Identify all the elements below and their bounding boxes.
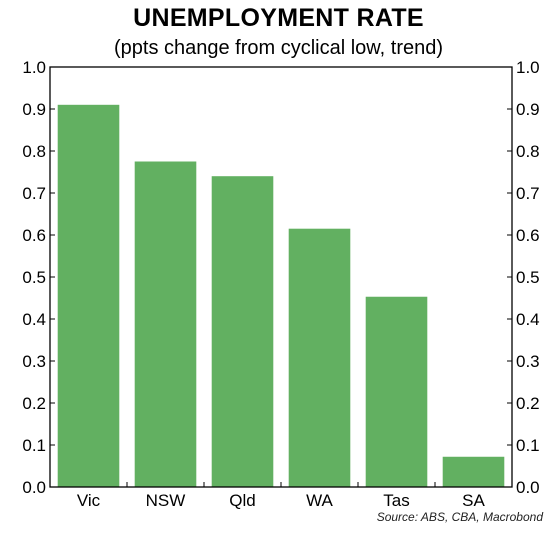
y-tick-label-right: 1.0: [516, 58, 540, 77]
y-tick-label-left: 0.2: [22, 394, 46, 413]
y-tick-label-left: 0.9: [22, 100, 46, 119]
source-note: Source: ABS, CBA, Macrobond: [376, 510, 543, 524]
y-tick-label-left: 0.0: [22, 478, 46, 497]
bar-nsw: [134, 161, 197, 487]
y-tick-label-right: 0.3: [516, 352, 540, 371]
y-tick-label-right: 0.5: [516, 268, 540, 287]
y-tick-label-left: 0.4: [22, 310, 46, 329]
chart-subtitle: (ppts change from cyclical low, trend): [113, 37, 444, 59]
bars-layer: [57, 104, 505, 488]
y-tick-label-left: 0.6: [22, 226, 46, 245]
x-tick-label: NSW: [146, 491, 186, 510]
y-tick-label-right: 0.1: [516, 436, 540, 455]
bar-sa: [442, 456, 505, 487]
plot-frame: [49, 66, 513, 488]
ticks-layer: Vic NSW Qld WA Tas SA 0.0 0.0 0.1 0.1 0.2 0.2 0.3 0.3…: [22, 58, 539, 510]
y-tick-label-right: 0.4: [516, 310, 540, 329]
y-tick-label-right: 0.8: [516, 142, 540, 161]
bar-tas: [365, 296, 428, 487]
y-tick-label-left: 0.7: [22, 184, 46, 203]
chart-title: UNEMPLOYMENT RATE: [133, 4, 424, 32]
x-tick-label: Tas: [383, 491, 409, 510]
bar-wa: [288, 228, 351, 487]
x-tick-label: Qld: [229, 491, 255, 510]
x-tick-label: Vic: [77, 491, 101, 510]
bar-qld: [211, 176, 274, 487]
y-tick-label-left: 0.1: [22, 436, 46, 455]
y-tick-label-right: 0.7: [516, 184, 540, 203]
y-tick-label-right: 0.9: [516, 100, 540, 119]
y-tick-label-right: 0.0: [516, 478, 540, 497]
y-tick-label-right: 0.6: [516, 226, 540, 245]
x-tick-label: WA: [306, 491, 333, 510]
y-tick-label-left: 0.3: [22, 352, 46, 371]
x-tick-label: SA: [462, 491, 485, 510]
y-tick-label-left: 0.8: [22, 142, 46, 161]
y-tick-label-right: 0.2: [516, 394, 540, 413]
y-tick-label-left: 0.5: [22, 268, 46, 287]
y-tick-label-left: 1.0: [22, 58, 46, 77]
bar-vic: [57, 104, 120, 488]
